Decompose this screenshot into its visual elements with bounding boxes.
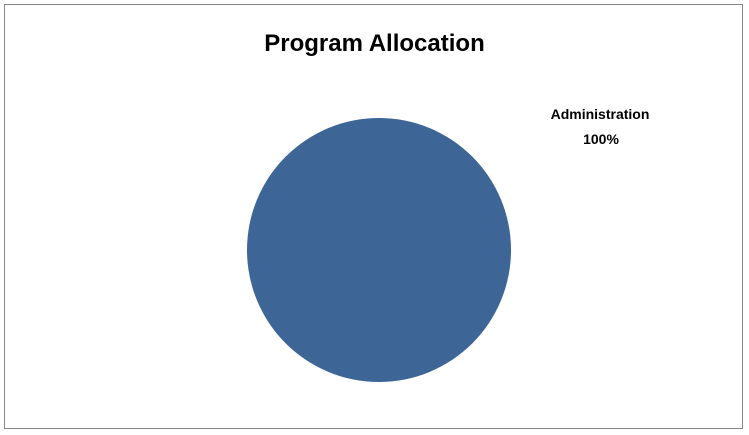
pie-slice-administration: [247, 118, 511, 382]
slice-label-name: Administration: [551, 106, 650, 122]
pie-slices: [247, 118, 511, 382]
chart-title: Program Allocation: [264, 30, 485, 57]
slice-label-percent: 100%: [583, 131, 619, 147]
